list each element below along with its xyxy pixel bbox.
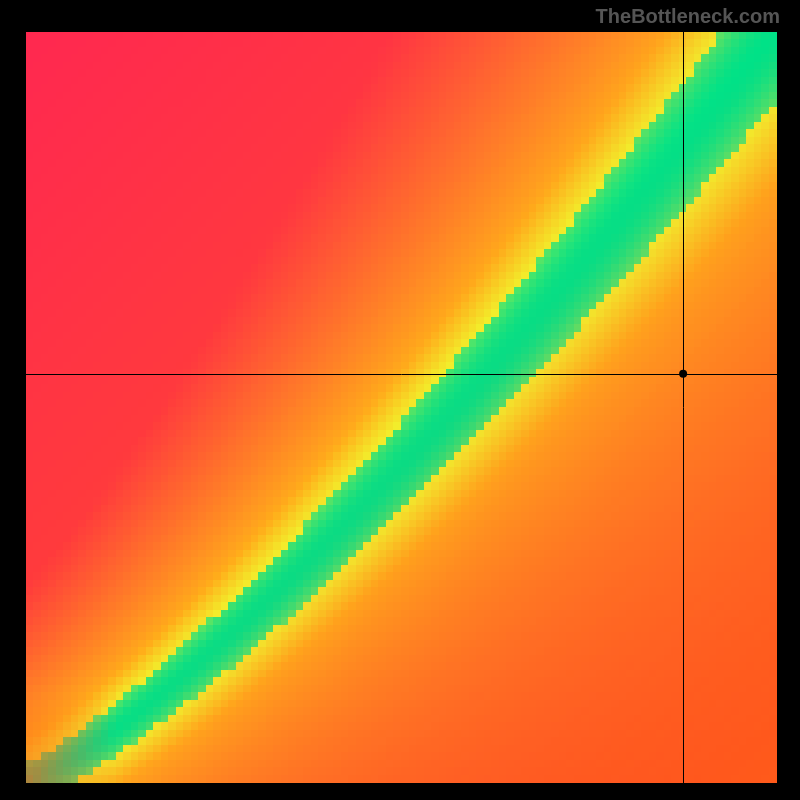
chart-container: TheBottleneck.com — [0, 0, 800, 800]
watermark-text: TheBottleneck.com — [596, 6, 780, 29]
heatmap-canvas — [26, 32, 777, 783]
